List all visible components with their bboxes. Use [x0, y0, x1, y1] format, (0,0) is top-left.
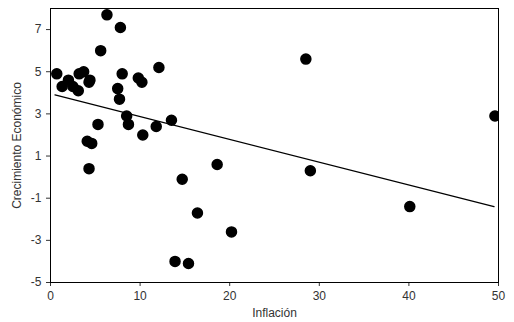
svg-text:0: 0	[47, 289, 54, 303]
svg-text:5: 5	[35, 65, 42, 79]
svg-text:-3: -3	[31, 233, 42, 247]
svg-text:20: 20	[223, 289, 237, 303]
svg-text:Crecimiento Económico: Crecimiento Económico	[10, 82, 24, 209]
svg-text:30: 30	[313, 289, 327, 303]
svg-text:1: 1	[35, 149, 42, 163]
svg-text:50: 50	[492, 289, 506, 303]
svg-text:-5: -5	[31, 275, 42, 289]
svg-text:3: 3	[35, 107, 42, 121]
svg-text:10: 10	[133, 289, 147, 303]
svg-text:Inflación: Inflación	[252, 306, 297, 320]
svg-text:40: 40	[402, 289, 416, 303]
svg-text:-1: -1	[31, 191, 42, 205]
svg-text:7: 7	[35, 22, 42, 36]
